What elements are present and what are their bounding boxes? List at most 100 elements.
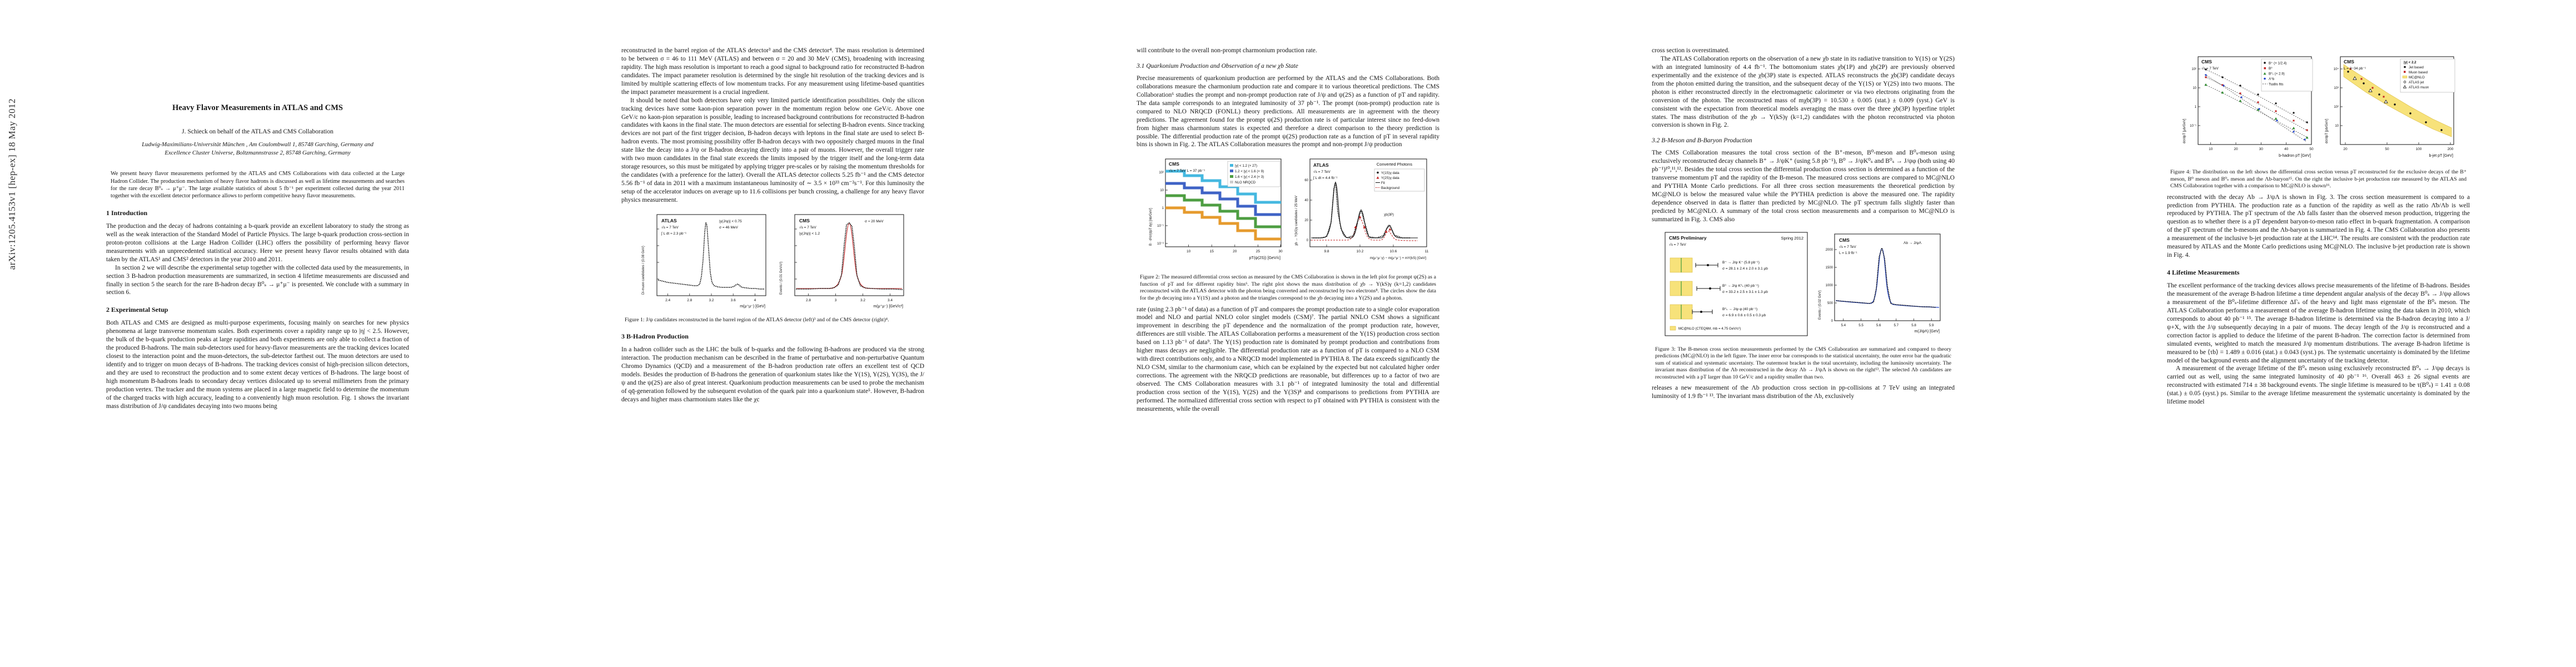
page-4: cross section is overestimated. The ATLA… xyxy=(1546,0,2061,667)
figure-1: ATLAS √s = 7 TeV ∫ L dt ≈ 2.3 pb⁻¹ |y(J/… xyxy=(621,211,924,324)
y-tick-label: 10⁻¹ xyxy=(1157,225,1164,228)
annotation: σ ≈ 20 MeV xyxy=(865,220,884,223)
x-tick-label: 15 xyxy=(1209,250,1214,253)
plot-annotations: ATLAS √s = 7 TeV ∫ L dt = 4.4 fb⁻¹ Conve… xyxy=(1313,162,1412,217)
paragraph: A measurement of the average lifetime of… xyxy=(2167,365,2470,406)
page-1: arXiv:1205.4153v1 [hep-ex] 18 May 2012 H… xyxy=(0,0,515,667)
x-tick-label: 20 xyxy=(2343,147,2348,151)
y-axis-label: Events / (0.02 GeV) xyxy=(1818,290,1822,320)
measurement-row: B⁰ₛ → J/ψ φ (40 pb⁻¹) σ = 6.9 ± 0.6 ± 0.… xyxy=(1670,304,1766,320)
y-tick-label: 1 xyxy=(1162,207,1164,210)
y-tick-label: 10 xyxy=(2335,125,2339,128)
x-tick-label: 3 xyxy=(834,298,836,302)
upsilon1s-data-points xyxy=(1312,182,1411,239)
annotation: Λb → J/ψΛ xyxy=(1904,241,1922,245)
plot-annotations: CMS √s = 7 TeV L = 1.9 fb⁻¹ Λb → J/ψΛ xyxy=(1839,237,1922,255)
annotation: |y(J/ψ)| < 0.75 xyxy=(719,220,742,223)
paper-abstract: We present heavy flavor measurements per… xyxy=(111,171,405,200)
legend-label: ATLAS muon xyxy=(2409,86,2429,89)
x-tick-label: 20 xyxy=(1233,250,1237,253)
experiment-label: ATLAS xyxy=(661,218,677,223)
legend-label: Λ⁰b xyxy=(2269,77,2275,81)
plot-axis-labels: 0 20 40 60 9.8 10.2 10.6 11 m(μ⁺μ⁻γ) − m… xyxy=(1295,179,1429,260)
figure-1-caption: Figure 1: J/ψ candidates reconstructed i… xyxy=(625,316,889,323)
y-tick-label: 10⁻¹ xyxy=(2190,125,2196,128)
page-2: reconstructed in the barrel region of th… xyxy=(515,0,1030,667)
figure2-cms-psi2s-plot: CMS √s = 7 TeV L = 37 pb⁻¹ |y| < 1.2 (× … xyxy=(1149,158,1283,260)
paragraph: reconstructed with the decay Λb → J/ψΛ i… xyxy=(2167,193,2470,259)
x-axis-label: m(μ⁺μ⁻γ) − m(μ⁺μ⁻) + mΥ(kS) [GeV] xyxy=(1369,256,1426,260)
x-axis-label: m(J/ψΛ) [GeV] xyxy=(1914,330,1940,334)
plot-axes xyxy=(2198,56,2311,145)
annotation: √s = 7 TeV xyxy=(1839,245,1856,249)
plot-axis-labels: 10² 10 1 10⁻¹ 10⁻² 10 15 20 25 30 pT(ψ(2… xyxy=(1149,171,1283,260)
jet-based-data-points xyxy=(2346,71,2443,131)
experiment-label: ATLAS xyxy=(1313,162,1329,168)
legend: B⁺ (× 1/2.4) B⁰ B⁰ₛ (× 2.9) Λ⁰b Tsallis … xyxy=(2261,58,2313,92)
measurement-row: B⁰ → J/ψ K⁰ₛ (40 pb⁻¹) σ = 33.2 ± 2.5 ± … xyxy=(1670,281,1768,296)
experiment-label: CMS Preliminary xyxy=(1669,235,1707,241)
y-tick-label: 0 xyxy=(1306,239,1308,242)
paper-affiliation-line2: Excellence Cluster Universe, Boltzmannst… xyxy=(165,149,351,156)
measurement-row: B⁺ → J/ψ K⁺ (5.8 pb⁻¹) σ = 28.1 ± 2.4 ± … xyxy=(1670,257,1768,273)
y-tick-label: 1500 xyxy=(1825,266,1833,270)
x-tick-label: 50 xyxy=(2385,147,2389,151)
arxiv-banner-text: arXiv:1205.4153v1 [hep-ex] 18 May 2012 xyxy=(7,98,17,270)
y-axis-label: dσ/dpT [pb/GeV] xyxy=(2325,118,2329,143)
x-tick-label: 40 xyxy=(2284,147,2289,151)
section-3-2-heading: 3.2 B-Meson and B-Baryon Production xyxy=(1652,137,1752,145)
legend-label: Muon based xyxy=(2409,71,2428,74)
y-tick-label: 2000 xyxy=(1825,248,1833,252)
x-tick-label: 3.4 xyxy=(887,298,892,302)
experiment-label: CMS xyxy=(2201,59,2212,64)
experiment-label: CMS xyxy=(799,218,810,223)
legend-label: |y| < 1.2 (× 27) xyxy=(1235,164,1257,168)
x-tick-label: 5.5 xyxy=(1858,323,1864,327)
measurement-label: B⁺ → J/ψ K⁺ (5.8 pb⁻¹) xyxy=(1722,261,1760,265)
paragraph: The ATLAS Collaboration reports on the o… xyxy=(1652,55,1955,129)
legend-label: B⁺ (× 1/2.4) xyxy=(2269,62,2286,66)
figure-1-plots: ATLAS √s = 7 TeV ∫ L dt ≈ 2.3 pb⁻¹ |y(J/… xyxy=(621,211,924,312)
y-tick-label: 1000 xyxy=(1825,284,1833,287)
lambdab-data-points xyxy=(2204,74,2306,141)
legend: |y| < 1.2 (× 27) 1.2 < |y| < 1.6 (× 9) 1… xyxy=(1227,161,1280,187)
experiment-label: CMS xyxy=(1169,161,1179,167)
page-2-content: reconstructed in the barrel region of th… xyxy=(621,47,924,404)
annotation: Spring 2012 xyxy=(1781,236,1803,241)
measurement-value: σ = 33.2 ± 2.5 ± 3.1 ± 1.3 μb xyxy=(1722,290,1768,294)
plot-axis-labels: 10² 10 1 10⁻¹ 10 20 30 40 50 b-hadron pT… xyxy=(2183,68,2314,158)
page-4-content: cross section is overestimated. The ATLA… xyxy=(1652,47,1955,401)
measurement-label: B⁰ₛ → J/ψ φ (40 pb⁻¹) xyxy=(1722,307,1757,311)
x-tick-label: 30 xyxy=(1278,250,1283,253)
page-3: will contribute to the overall non-promp… xyxy=(1030,0,1546,667)
annotation: L = 1.9 fb⁻¹ xyxy=(1839,251,1857,255)
y-axis-label: χb → Υ(kS)γ candidates / 25 MeV xyxy=(1295,196,1298,246)
y-tick-label: 40 xyxy=(1304,199,1308,202)
x-tick-label: 20 xyxy=(2234,147,2238,151)
x-tick-label: 200 xyxy=(2447,147,2453,151)
annotation: χb(3P) xyxy=(1384,213,1394,217)
atlas-data-points xyxy=(2352,76,2388,103)
x-tick-label: 25 xyxy=(1255,250,1260,253)
x-axis-label: pT(ψ(2S)) [GeV/c] xyxy=(1249,256,1280,260)
page-1-content: Heavy Flavor Measurements in ATLAS and C… xyxy=(106,103,409,411)
legend-label: Υ(1S)γ data xyxy=(1381,171,1399,175)
plot-axis-labels: 10⁴ 10³ 10² 10 20 50 100 200 b-jet pT [G… xyxy=(2325,67,2454,158)
cross-section-bands xyxy=(1165,170,1281,241)
x-tick-label: 10 xyxy=(1186,250,1190,253)
figure-2-plots: CMS √s = 7 TeV L = 37 pb⁻¹ |y| < 1.2 (× … xyxy=(1137,156,1439,270)
plot-axis-labels: 2.4 2.8 3.2 3.6 4 m(μ⁺μ⁻) [GeV] Di-muon … xyxy=(642,246,765,308)
paragraph: reconstructed in the barrel region of th… xyxy=(621,47,924,96)
legend-label: 1.6 < |y| < 2.4 (× 3) xyxy=(1235,175,1264,179)
annotation: |y(J/ψ)| < 1.2 xyxy=(799,232,820,236)
legend-label: Tsallis fits xyxy=(2269,83,2283,87)
y-tick-label: 1 xyxy=(2194,106,2196,109)
x-tick-label: 3.2 xyxy=(709,298,714,302)
y-axis-label: Di-muon candidates / (0.08 GeV) xyxy=(642,246,645,295)
paragraph: Both ATLAS and CMS are designed as multi… xyxy=(106,320,409,410)
figure-4-caption: Figure 4: The distribution on the left s… xyxy=(2170,169,2467,190)
figure3-cms-lambdab-mass-plot: CMS √s = 7 TeV L = 1.9 fb⁻¹ Λb → J/ψΛ 0 … xyxy=(1818,233,1940,334)
plot-axes xyxy=(2340,56,2454,145)
x-tick-label: 5.6 xyxy=(1876,323,1881,327)
